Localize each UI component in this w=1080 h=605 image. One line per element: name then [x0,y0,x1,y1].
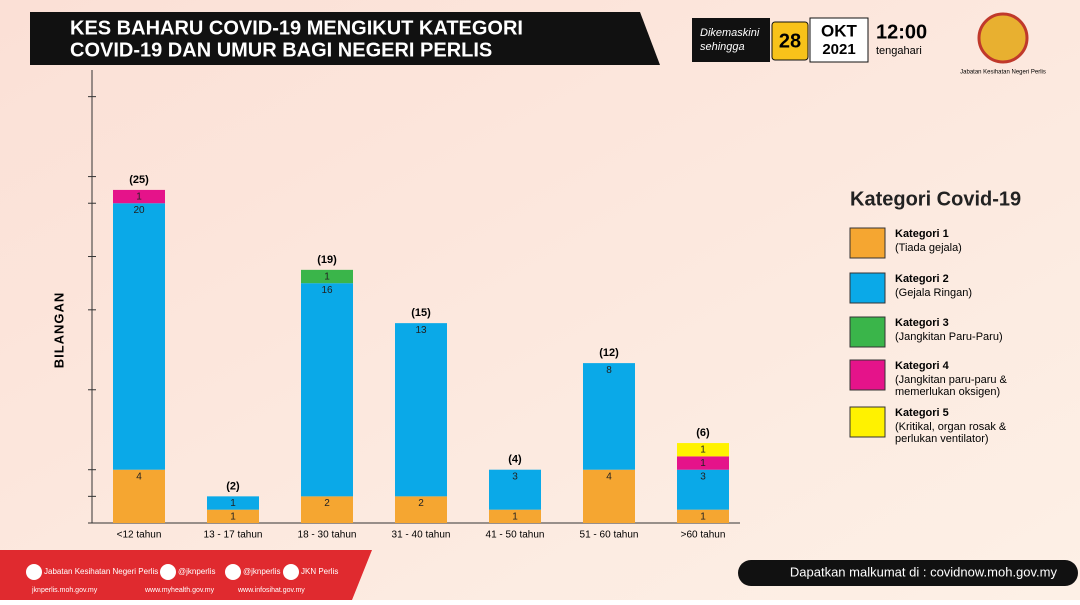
segment-label: 3 [512,471,518,482]
footer-link: jknperlis.moh.gov.my [31,587,98,594]
bar-segment [395,496,447,523]
x-tick-label: 13 - 17 tahun [204,530,263,541]
bar-segment [301,269,353,284]
crest [977,12,1029,64]
bar-segment [677,469,729,510]
segment-label: 1 [324,271,330,282]
segment-label: 8 [606,365,612,376]
legend-swatch [849,316,886,348]
legend-description: (Jangkitan paru-paru & memerlukan oksigen… [895,374,1008,398]
legend-name: Kategori 3 [895,317,949,329]
segment-label: 1 [700,458,706,469]
updated-label: Dikemaskini [700,27,760,39]
total-label: (2) [226,480,240,492]
total-label: (15) [411,307,431,319]
bar-segment [489,469,541,510]
legend-description: (Jangkitan Paru-Paru) [895,331,1003,343]
segment-label: 1 [230,511,236,522]
legend-swatch [849,359,886,391]
segment-label: 20 [133,205,145,216]
source: Dapatkan malkumat di : covidnow.moh.gov.… [790,564,1058,579]
footer-link: www.infosihat.gov.my [237,587,305,594]
bar-segment [677,443,729,457]
legend-name: Kategori 2 [895,273,949,285]
bar-segment [113,189,165,204]
segment-label: 1 [700,445,706,456]
updated-label: sehingga [700,41,745,53]
legend-swatch [849,406,886,438]
month: OKT [821,21,858,40]
legend-name: Kategori 5 [895,407,949,419]
legend-name: Kategori 4 [895,360,950,372]
legend-description: (Tiada gejala) [895,242,962,254]
date-box [692,18,770,62]
social-icon [26,564,42,580]
title: KES BAHARU COVID-19 MENGIKUT KATEGORI [70,17,523,39]
x-tick-label: >60 tahun [681,530,726,541]
social-handle: @jknperlis [178,567,215,576]
legend-swatch [849,272,886,304]
x-tick-label: 41 - 50 tahun [486,530,545,541]
bar-segment [301,496,353,523]
segment-label: 4 [136,471,142,482]
total-label: (25) [129,174,149,186]
social-handle: JKN Perlis [301,567,338,576]
total-label: (4) [508,454,522,466]
segment-label: 2 [418,498,424,509]
source-bar [738,560,1078,586]
bar-segment [207,496,259,510]
year: 2021 [822,41,855,58]
x-tick-label: 51 - 60 tahun [580,530,639,541]
footer-band [0,550,372,600]
bar-segment [583,469,635,523]
social-icon [225,564,241,580]
bar-segment [113,469,165,523]
agency: Jabatan Kesihatan Negeri Perlis [960,70,1046,76]
bar-segment [395,323,447,497]
segment-label: 1 [700,511,706,522]
segment-label: 2 [324,498,330,509]
bar-segment [677,456,729,470]
social-icon [283,564,299,580]
bar-segment [583,363,635,470]
x-tick-label: 31 - 40 tahun [392,530,451,541]
segment-label: 1 [136,192,142,203]
footer-link: www.myhealth.gov.my [144,587,215,594]
month-box [809,17,869,63]
bar-segment [207,509,259,523]
segment-label: 1 [512,511,518,522]
x-tick-label: <12 tahun [117,530,162,541]
legend-description: (Kritikal, organ rosak & perlukan ventila… [895,421,1007,445]
bar-segment [489,509,541,523]
legend-name: Kategori 1 [895,228,949,240]
time-note: tengahari [876,45,922,57]
segment-label: 13 [415,325,427,336]
x-tick-label: 18 - 30 tahun [298,530,357,541]
social-handle: @jknperlis [243,567,280,576]
bar-segment [301,283,353,497]
bar-segment [677,509,729,523]
y-axis-label: BILANGAN [51,292,66,369]
legend-description: (Gejala Ringan) [895,287,972,299]
day-box [771,21,809,61]
legend-title: Kategori Covid-19 [850,188,1021,210]
total-label: (12) [599,347,619,359]
bar-segment [113,203,165,470]
total-label: (19) [317,254,337,266]
time: 12:00 [876,21,927,43]
day: 28 [779,30,801,52]
segment-label: 1 [230,498,236,509]
legend-swatch [849,227,886,259]
title-banner [30,12,660,65]
social-icon [160,564,176,580]
segment-label: 3 [700,471,706,482]
total-label: (6) [696,427,710,439]
social-handle: Jabatan Kesihatan Negeri Perlis [44,567,158,576]
title: COVID-19 DAN UMUR BAGI NEGERI PERLIS [70,39,492,61]
segment-label: 16 [321,285,333,296]
segment-label: 4 [606,471,612,482]
